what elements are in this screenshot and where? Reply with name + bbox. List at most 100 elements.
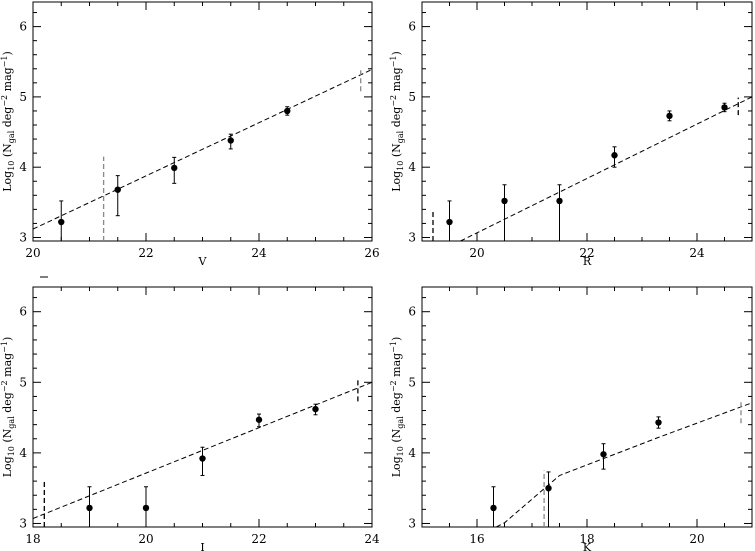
- y-axis-label-part: deg: [1, 392, 14, 416]
- y-axis-label-part: Log: [1, 456, 14, 477]
- y-axis-label-part: deg: [390, 392, 403, 416]
- x-tick-label: 20: [469, 246, 484, 260]
- y-axis-label-part: 10: [396, 161, 405, 171]
- data-point: [600, 451, 607, 458]
- x-tick-label: 16: [469, 532, 484, 546]
- y-axis-label-part: −2: [389, 95, 398, 107]
- y-axis-label: Log10 (Ngal deg−2 mag−1): [389, 51, 405, 192]
- plot-frame: [32, 286, 373, 528]
- y-tick-label: 6: [408, 20, 416, 34]
- y-axis-label-part: (N: [1, 143, 14, 161]
- y-axis-label-part: 10: [7, 446, 16, 456]
- y-axis-label-part: −1: [0, 56, 9, 68]
- y-tick-label: 6: [408, 305, 416, 319]
- y-axis-label-part: ): [390, 337, 403, 341]
- plot-area: [33, 378, 372, 527]
- y-axis-label-part: mag: [390, 353, 403, 381]
- data-point: [721, 104, 728, 111]
- y-axis-label-part: mag: [1, 67, 14, 95]
- y-axis-label-part: (N: [1, 428, 14, 446]
- y-axis-label-part: gal: [7, 130, 16, 143]
- x-axis-label: R: [583, 255, 592, 268]
- plot-frame: [421, 1, 753, 242]
- y-tick-label: 3: [19, 230, 27, 244]
- x-tick-label: 22: [579, 246, 594, 260]
- data-point: [501, 197, 508, 205]
- plot-area: [490, 399, 752, 527]
- x-tick-label: 24: [251, 246, 267, 260]
- y-tick-label: 4: [408, 160, 416, 174]
- y-axis-label-part: ): [390, 51, 403, 55]
- y-tick-label: 3: [408, 516, 416, 530]
- y-tick-label: 5: [408, 90, 416, 104]
- y-axis-label-part: Log: [1, 171, 14, 192]
- x-tick-label: 26: [364, 246, 379, 260]
- y-axis-label: Log10 (Ngal deg−2 mag−1): [0, 337, 16, 478]
- data-point: [227, 137, 234, 144]
- y-tick-label: 3: [408, 230, 416, 244]
- data-point: [86, 504, 93, 512]
- y-tick-label: 3: [19, 516, 27, 530]
- y-tick-label: 5: [19, 90, 27, 104]
- y-axis-label-part: −1: [389, 56, 398, 68]
- y-tick-label: 4: [19, 446, 27, 460]
- plot-area: [432, 96, 752, 241]
- data-point: [655, 419, 662, 426]
- y-axis-label-part: mag: [390, 67, 403, 95]
- x-tick-label: 18: [25, 532, 40, 546]
- y-axis-label-part: −2: [389, 380, 398, 392]
- x-tick-label: 22: [138, 246, 153, 260]
- x-axis-label: V: [198, 255, 208, 268]
- y-axis-label-part: gal: [396, 130, 405, 143]
- panel-bottom-left: 18 20 22 24 3 4 5 6 I Log10 (Ngal deg−2 mag−1): [0, 286, 380, 551]
- y-axis-label: Log10 (Ngal deg−2 mag−1): [389, 337, 405, 478]
- x-tick-label: 24: [364, 532, 380, 546]
- y-axis-label-part: gal: [7, 416, 16, 429]
- data-point: [490, 504, 497, 512]
- x-axis-label: K: [583, 541, 592, 551]
- model-line: [496, 402, 752, 527]
- y-tick-label: 4: [19, 160, 27, 174]
- y-tick-label: 6: [19, 305, 27, 319]
- y-axis-label-part: deg: [1, 107, 14, 131]
- x-tick-label: 20: [689, 532, 704, 546]
- data-point: [666, 112, 673, 120]
- data-point: [255, 416, 263, 423]
- data-point: [58, 218, 65, 226]
- model-line: [460, 96, 752, 241]
- y-axis-label-part: (N: [390, 428, 403, 446]
- data-point: [142, 504, 150, 512]
- y-axis-label-part: −2: [0, 95, 9, 107]
- y-tick-label: 5: [408, 375, 416, 389]
- y-axis-label: Log10 (Ngal deg−2 mag−1): [0, 51, 16, 192]
- y-axis-label-part: gal: [396, 416, 405, 429]
- data-point: [312, 405, 319, 413]
- data-point: [611, 152, 618, 159]
- y-axis-label-part: 10: [7, 161, 16, 171]
- y-tick-label: 6: [19, 20, 27, 34]
- y-axis-label-part: −1: [0, 341, 9, 353]
- data-point: [199, 455, 206, 462]
- x-axis-label: I: [200, 541, 204, 551]
- x-tick-label: 20: [138, 532, 153, 546]
- y-axis-label-part: −1: [389, 341, 398, 353]
- y-tick-label: 4: [408, 446, 416, 460]
- data-point: [446, 218, 453, 226]
- plot-frame: [421, 286, 753, 528]
- x-tick-label: 22: [251, 532, 266, 546]
- y-axis-label-part: Log: [390, 456, 403, 477]
- panel-top-right: 20 22 24 3 4 5 6 R Log10 (Ngal deg−2 mag−1): [389, 1, 753, 268]
- y-axis-label-part: mag: [1, 353, 14, 381]
- x-tick-label: 20: [25, 246, 40, 260]
- data-point: [114, 186, 121, 193]
- model-line: [33, 69, 372, 230]
- y-tick-label: 5: [19, 375, 27, 389]
- y-axis-label-part: 10: [396, 446, 405, 456]
- data-point: [545, 484, 552, 492]
- y-axis-label-part: Log: [390, 171, 403, 192]
- y-axis-label-part: (N: [390, 143, 403, 161]
- y-axis-label-part: ): [1, 337, 14, 341]
- data-point: [556, 197, 563, 205]
- panel-top-left: 20 22 24 26 3 4 5 6 V Log10 (Ngal deg−2 mag−1): [0, 1, 380, 268]
